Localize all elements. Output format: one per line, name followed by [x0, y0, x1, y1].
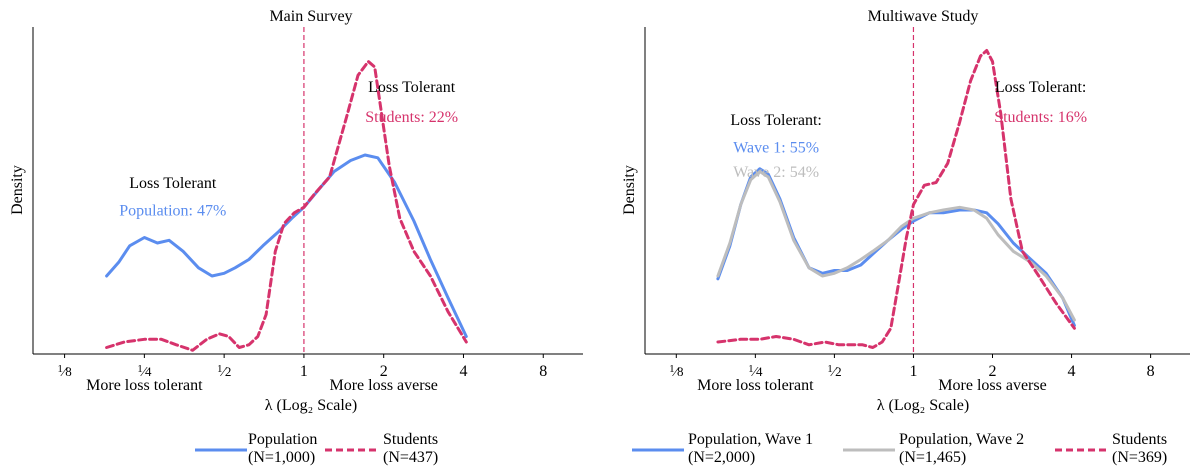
annotation-2: Wave 1: 55%: [733, 139, 819, 156]
x-note-left: More loss tolerant: [697, 377, 814, 394]
x-axis-label: λ (Log₂ Scale): [877, 397, 969, 414]
series-line-2: [716, 170, 1076, 322]
legend-sub-1: (N=1,000): [248, 449, 315, 466]
legend-label-2: Population, Wave 2: [899, 431, 1024, 448]
chart-panel-1: Main Survey Density 1⁄8 1⁄4 1⁄2 1 2 4 8 More loss…: [9, 8, 583, 466]
legend-sub-3: (N=369): [1112, 449, 1167, 466]
annotation-4: Loss Tolerant:: [995, 79, 1086, 96]
series-line-3: [716, 49, 1076, 349]
x-tick-label: 2: [989, 363, 997, 380]
annotation-2: Population: 47%: [119, 203, 226, 220]
legend-label-3: Students: [1112, 431, 1167, 448]
annotation-4: Students: 22%: [365, 109, 458, 126]
y-axis-label: Density: [9, 165, 26, 215]
series-line-2: [105, 60, 468, 352]
chart-panel-2: Multiwave Study Density 1⁄8 1⁄4 1⁄2 1 2 4 8 More …: [621, 8, 1190, 466]
x-tick-label: 1: [300, 363, 308, 380]
x-note-left: More loss tolerant: [86, 377, 203, 394]
annotation-3: Loss Tolerant: [368, 79, 456, 96]
x-tick-label: 1⁄4: [137, 363, 152, 380]
x-tick-label: 4: [459, 363, 467, 380]
y-axis-label: Density: [621, 165, 638, 215]
legend-label-1: Population: [248, 431, 317, 448]
legend-sub-2: (N=1,465): [899, 449, 966, 466]
x-tick-label: 4: [1068, 363, 1076, 380]
x-tick-label: 8: [1147, 363, 1155, 380]
x-tick-label: 1⁄4: [748, 363, 763, 380]
chart-title: Multiwave Study: [868, 8, 979, 25]
x-tick-label: 1: [909, 363, 917, 380]
x-tick-label: 1⁄8: [57, 363, 71, 380]
annotation-5: Students: 16%: [994, 109, 1087, 126]
legend-sub-2: (N=437): [383, 449, 438, 466]
x-tick-label: 1⁄2: [217, 363, 231, 380]
legend-label-1: Population, Wave 1: [688, 431, 813, 448]
x-tick-label: 1⁄2: [827, 363, 841, 380]
chart-title: Main Survey: [269, 8, 352, 25]
annotation-3: Wave 2: 54%: [733, 164, 819, 181]
x-tick-label: 2: [380, 363, 388, 380]
x-note-right: More loss averse: [938, 377, 1046, 394]
x-tick-label: 1⁄8: [669, 363, 683, 380]
legend-label-2: Students: [383, 431, 438, 448]
annotation-1: Loss Tolerant:: [730, 112, 821, 129]
annotation-1: Loss Tolerant: [129, 175, 217, 192]
x-tick-label: 8: [539, 363, 547, 380]
x-axis-label: λ (Log₂ Scale): [265, 397, 357, 414]
legend-sub-1: (N=2,000): [688, 449, 755, 466]
x-note-right: More loss averse: [329, 377, 437, 394]
